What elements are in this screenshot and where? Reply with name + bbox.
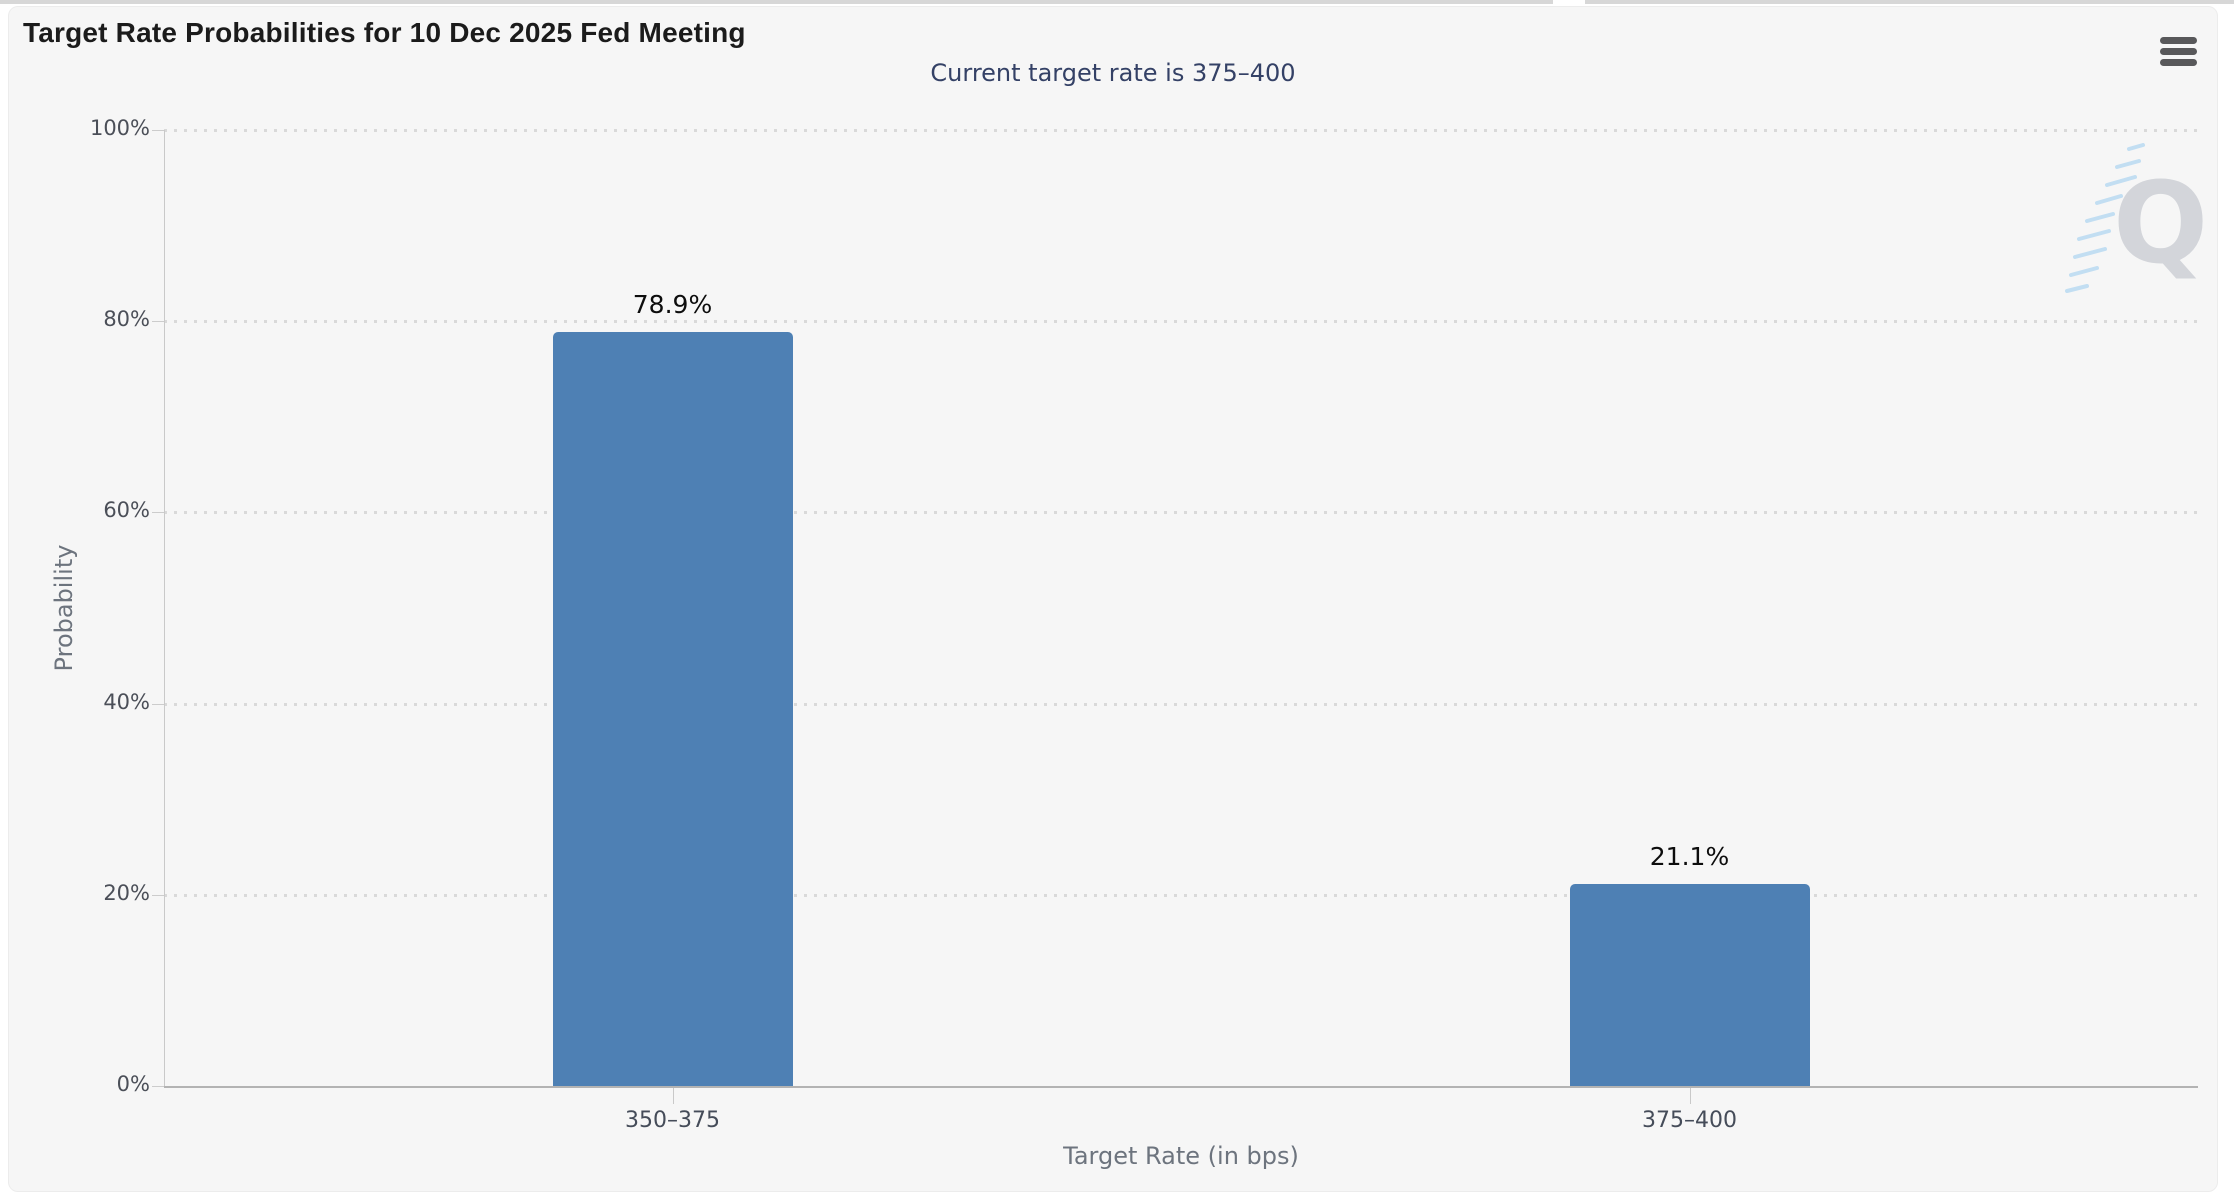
y-tick-mark — [152, 321, 164, 323]
y-gridline — [164, 320, 2198, 324]
y-tick-mark — [152, 130, 164, 131]
y-tick-mark — [152, 894, 164, 896]
top-divider-notch — [1553, 0, 1585, 4]
x-tick-label: 375–400 — [1642, 1108, 1737, 1133]
q-watermark-letter: Q — [2113, 159, 2208, 289]
y-tick-label: 0% — [116, 1072, 150, 1096]
chart-card: Target Rate Probabilities for 10 Dec 202… — [8, 6, 2218, 1192]
y-tick-mark — [152, 512, 164, 514]
y-gridline — [164, 702, 2198, 706]
top-divider — [0, 0, 2234, 4]
hamburger-bar — [2159, 36, 2197, 44]
y-tick-mark — [152, 703, 164, 705]
bar-value-label: 21.1% — [1649, 842, 1730, 872]
x-tick-mark — [1689, 1088, 1691, 1104]
chart-subtitle: Current target rate is 375–400 — [930, 59, 1296, 87]
x-axis-line — [164, 1086, 2198, 1088]
x-tick-label: 350–375 — [625, 1108, 720, 1133]
y-tick-label: 100% — [89, 116, 150, 140]
y-tick-mark — [152, 1086, 164, 1087]
q-watermark-logo: Q — [2065, 143, 2208, 293]
plot-area: Probability Target Rate (in bps) 100% 80%… — [9, 7, 2217, 1191]
y-gridline — [164, 511, 2198, 515]
y-axis-title: Probability — [50, 544, 78, 672]
y-gridline — [164, 129, 2198, 132]
bar-375–400[interactable] — [1569, 884, 1810, 1086]
y-axis-line — [164, 130, 165, 1086]
bar-value-label: 78.9% — [632, 289, 713, 319]
y-tick-label: 40% — [103, 689, 150, 714]
x-axis-title: Target Rate (in bps) — [1063, 1142, 1299, 1170]
bar-350–375[interactable] — [552, 331, 793, 1086]
hamburger-icon[interactable] — [2155, 31, 2201, 71]
y-tick-label: 60% — [103, 498, 150, 523]
y-gridline — [164, 893, 2198, 897]
hamburger-bar — [2159, 58, 2197, 66]
chart-title: Target Rate Probabilities for 10 Dec 202… — [23, 17, 746, 48]
x-tick-mark — [672, 1088, 674, 1104]
y-tick-label: 80% — [103, 307, 150, 332]
y-tick-label: 20% — [103, 880, 150, 905]
hamburger-bar — [2159, 47, 2197, 55]
